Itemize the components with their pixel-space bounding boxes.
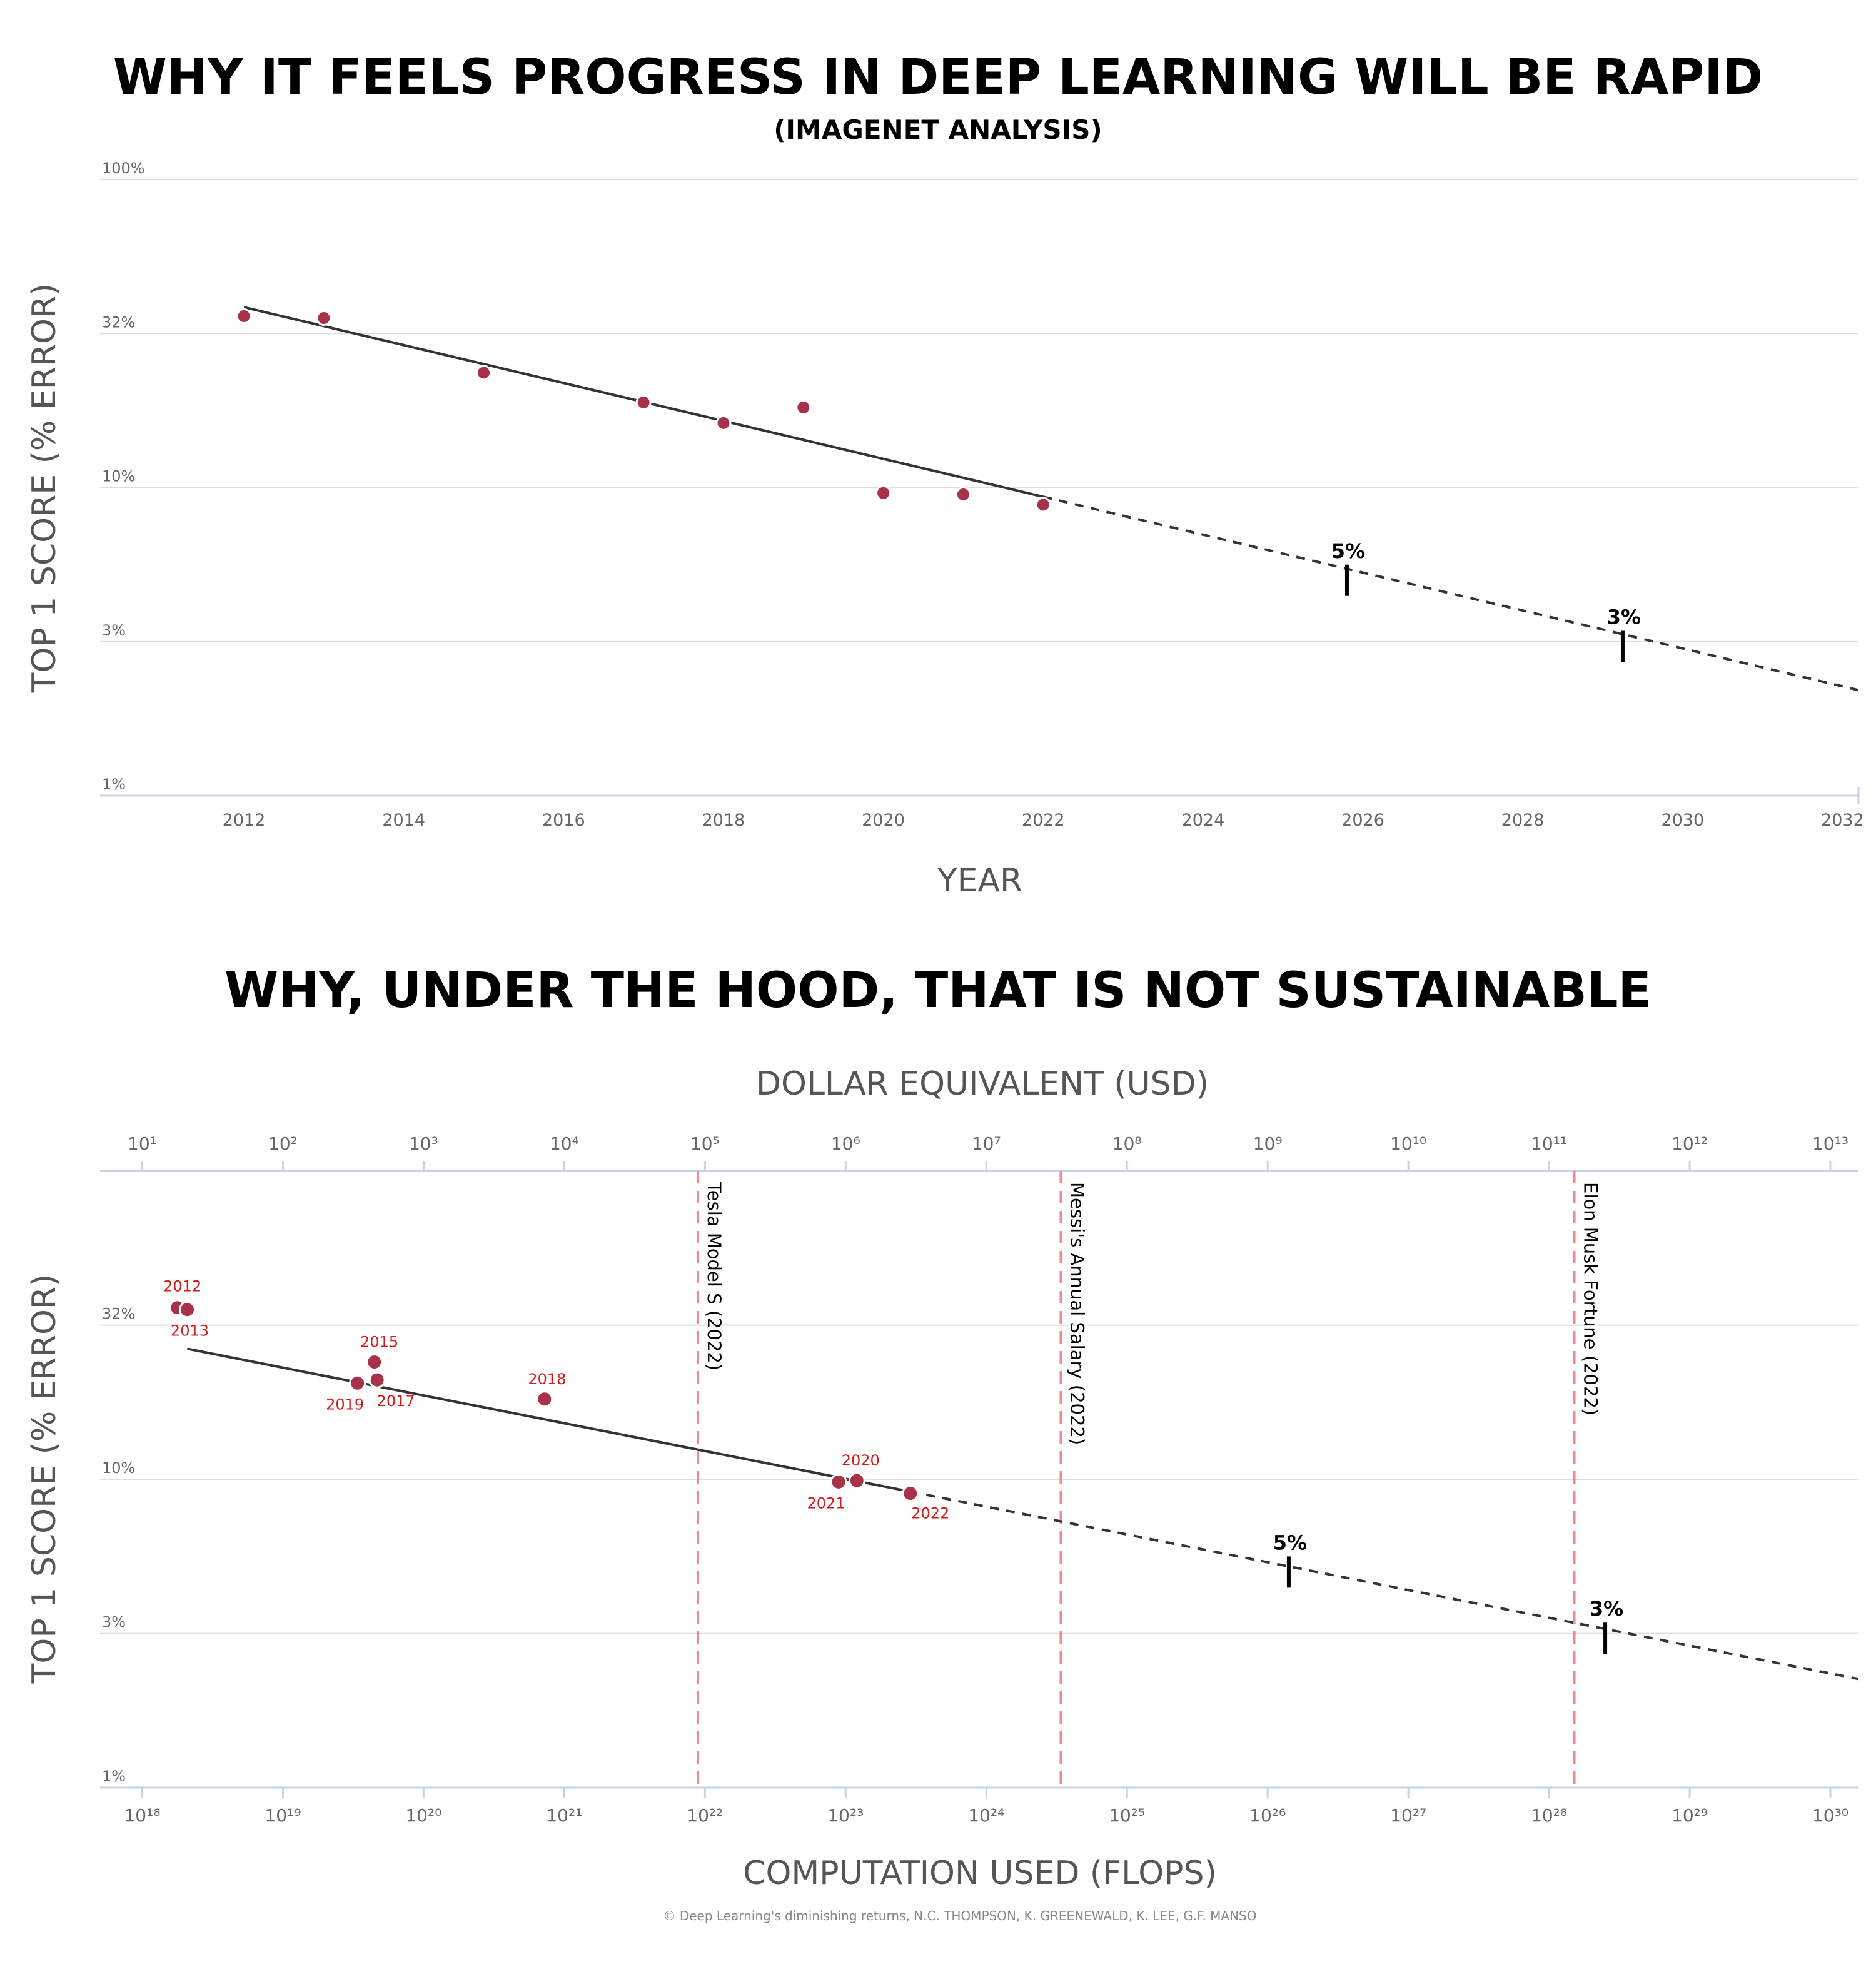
data-point — [902, 1485, 919, 1502]
reference-label: Elon Musk Fortune (2022) — [1580, 1182, 1601, 1415]
top-tick-label: 10⁶ — [831, 1133, 860, 1154]
data-point — [349, 1374, 366, 1392]
x-tick-label: 10³⁰ — [1812, 1805, 1848, 1826]
chart1-subtitle: (IMAGENET ANALYSIS) — [774, 114, 1102, 145]
chart2-x2label: DOLLAR EQUIVALENT (USD) — [756, 1065, 1209, 1103]
top-tick-label: 10¹³ — [1812, 1133, 1848, 1154]
data-point — [236, 308, 252, 325]
data-point-label: 2020 — [842, 1452, 880, 1469]
top-tick-label: 10² — [268, 1133, 298, 1154]
x-tick-label: 10²² — [687, 1805, 723, 1826]
milestone-label: 3% — [1607, 605, 1641, 629]
data-point-label: 2022 — [911, 1505, 949, 1522]
data-point — [536, 1390, 553, 1408]
x-tick-label: 2022 — [1022, 811, 1065, 830]
trend-projection — [910, 1490, 1859, 1681]
x-tick-label: 2026 — [1341, 811, 1384, 830]
top-tick-label: 10⁹ — [1253, 1133, 1283, 1154]
x-tick-label: 10²⁰ — [405, 1805, 441, 1826]
top-tick-label: 10¹⁰ — [1390, 1133, 1426, 1154]
footer-credit: © Deep Learning's diminishing returns, N… — [663, 1908, 1256, 1923]
data-point — [830, 1473, 847, 1491]
data-point-label: 2013 — [171, 1322, 209, 1340]
milestone-label: 5% — [1273, 1531, 1307, 1554]
data-point — [715, 415, 732, 431]
top-tick-label: 10¹² — [1672, 1133, 1708, 1154]
x-tick-label: 10²³ — [827, 1805, 864, 1826]
top-tick-label: 10⁴ — [550, 1133, 579, 1154]
data-point-label: 2018 — [528, 1370, 566, 1388]
y-tick-label: 32% — [102, 1305, 135, 1323]
reference-label: Tesla Model S (2022) — [704, 1182, 725, 1370]
chart2-xlabel: COMPUTATION USED (FLOPS) — [743, 1855, 1217, 1892]
y-tick-label: 100% — [102, 159, 145, 177]
x-tick-label: 10²⁷ — [1390, 1805, 1426, 1826]
x-tick-label: 2018 — [702, 811, 745, 830]
y-tick-label: 1% — [102, 776, 126, 793]
data-point — [366, 1354, 383, 1371]
x-tick-label: 10²⁴ — [968, 1805, 1004, 1826]
data-point-label: 2017 — [377, 1392, 415, 1410]
x-tick-label: 10²⁸ — [1531, 1805, 1567, 1826]
y-tick-label: 3% — [102, 1614, 126, 1631]
data-point — [875, 485, 892, 501]
data-point-label: 2019 — [326, 1395, 364, 1413]
data-point — [848, 1472, 865, 1489]
data-point — [178, 1301, 196, 1319]
data-point — [955, 486, 971, 502]
x-tick-label: 10²⁶ — [1249, 1805, 1286, 1826]
top-tick-label: 10³ — [409, 1133, 438, 1154]
x-tick-label: 2014 — [382, 811, 425, 830]
chart2-plot: 10¹ 10² 10³ 10⁴ 10⁵ 10⁶ 10⁷ 10⁸ 10⁹ 10¹⁰ 10¹¹ 10¹² 1… — [100, 1133, 1859, 1826]
x-tick-label: 10¹⁹ — [265, 1805, 301, 1826]
top-tick-label: 10⁵ — [690, 1133, 720, 1154]
x-tick-label: 2016 — [542, 811, 585, 830]
x-tick-label: 2028 — [1501, 811, 1545, 830]
chart1-plot: 100% 32% 10% 3% 1% 2012 2014 2016 2018 2020 2022 20… — [100, 159, 1864, 830]
reference-label: Messi's Annual Salary (2022) — [1066, 1182, 1087, 1445]
data-point — [316, 310, 332, 326]
y-tick-label: 1% — [102, 1768, 126, 1785]
y-tick-label: 32% — [102, 313, 135, 331]
x-tick-label: 10²⁹ — [1672, 1805, 1708, 1826]
top-tick-label: 10¹ — [128, 1133, 157, 1154]
chart1-ylabel: TOP 1 SCORE (% ERROR) — [26, 283, 63, 694]
data-point — [795, 399, 812, 415]
y-tick-label: 10% — [102, 468, 135, 485]
data-point — [368, 1371, 386, 1389]
top-tick-label: 10⁸ — [1112, 1133, 1142, 1154]
x-tick-label: 2030 — [1661, 811, 1704, 830]
data-point — [476, 365, 492, 381]
x-tick-label: 2032 — [1821, 811, 1864, 830]
x-tick-label: 2012 — [223, 811, 266, 830]
x-tick-label: 10²¹ — [546, 1805, 582, 1826]
chart2-title: WHY, UNDER THE HOOD, THAT IS NOT SUSTAIN… — [224, 963, 1652, 1019]
x-tick-label: 10¹⁸ — [124, 1805, 160, 1826]
trend-projection — [1042, 495, 1859, 692]
data-point-label: 2021 — [807, 1494, 845, 1512]
milestone-label: 5% — [1331, 539, 1365, 563]
top-tick-label: 10¹¹ — [1531, 1133, 1567, 1154]
data-point — [635, 394, 652, 410]
data-point-label: 2012 — [163, 1278, 201, 1295]
trend-line — [187, 1347, 911, 1493]
x-tick-label: 2024 — [1182, 811, 1225, 830]
chart1-title: WHY IT FEELS PROGRESS IN DEEP LEARNING W… — [113, 49, 1763, 106]
top-tick-label: 10⁷ — [972, 1133, 1001, 1154]
data-point-label: 2015 — [360, 1334, 398, 1351]
milestone-label: 3% — [1590, 1597, 1623, 1621]
chart2-ylabel: TOP 1 SCORE (% ERROR) — [26, 1274, 63, 1684]
y-tick-label: 3% — [102, 622, 126, 639]
y-tick-label: 10% — [102, 1459, 135, 1477]
x-tick-label: 10²⁵ — [1109, 1805, 1145, 1826]
x-tick-label: 2020 — [862, 811, 905, 830]
chart1-xlabel: YEAR — [937, 862, 1022, 899]
data-point — [1035, 497, 1051, 513]
